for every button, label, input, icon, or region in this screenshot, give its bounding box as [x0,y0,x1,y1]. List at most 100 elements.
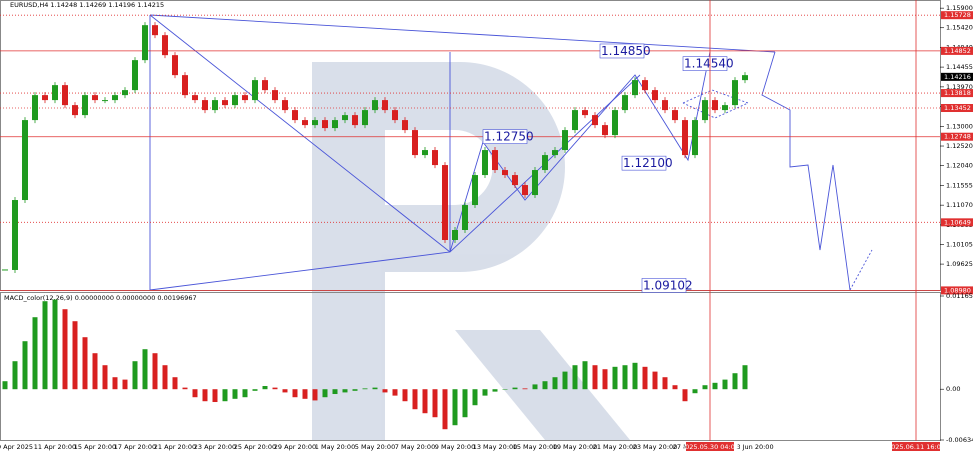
candle [242,95,248,101]
candle [542,155,548,171]
x-tick-label: 3 Jun 20:00 [736,443,773,451]
macd-bar [362,388,368,390]
macd-bar [572,365,578,390]
x-tick-label: 15 Apr 20:00 [74,443,116,451]
candle [282,100,288,111]
candle [442,165,448,240]
macd-bar [742,365,748,390]
candle [182,75,188,96]
macd-bar [242,389,248,398]
macd-bar [542,381,548,390]
x-tick-label: 15 May 20:00 [513,443,558,451]
macd-bar [272,387,278,390]
candle [482,150,488,176]
candle [472,175,478,206]
x-tick-label: 17 Apr 20:00 [114,443,156,451]
candle [552,150,558,156]
macd-bar [312,389,318,401]
macd-bar [482,389,488,396]
macd-bar [732,373,738,390]
macd-bar [682,389,688,402]
candle [582,110,588,116]
macd-bar [72,321,78,390]
candle [332,120,338,129]
price-tag [941,11,973,20]
y-tick-label: 1.09625 [946,260,973,268]
candle [42,95,48,101]
macd-bar [382,389,388,393]
candle [672,110,678,121]
macd-bar [202,389,208,402]
macd-bar [52,299,58,390]
macd-bar [292,389,298,398]
macd-bar [32,317,38,390]
candle [732,80,738,106]
x-tick-label: 29 Apr 20:00 [274,443,316,451]
macd-bar [702,385,708,390]
analysis-lines [149,14,873,291]
macd-bar [642,366,648,390]
macd-bar [222,389,228,402]
candle [172,55,178,76]
time-marker-label: 2025.05.30 04:00 [681,443,739,451]
macd-bar [612,366,618,390]
macd-bar [2,381,8,390]
macd-bar [342,389,348,393]
macd-bar [332,389,338,395]
y-tick-label: 1.12040 [946,162,973,170]
macd-bar [192,389,198,398]
macd-bar [402,389,408,402]
x-tick-label: 9 Apr 2025 [0,443,33,451]
macd-bar [282,389,288,393]
y-tick-label: 0.00 [946,385,960,393]
time-marker-label: 2025.06.11 16:00 [887,443,945,451]
macd-bar [652,371,658,390]
macd-bar [92,353,98,390]
macd-bar [582,361,588,390]
macd-bar [592,365,598,390]
candle [102,100,108,102]
macd-bar [452,389,458,426]
candle [272,90,278,101]
candle [502,170,508,176]
y-tick-label: 1.15900 [946,4,973,12]
macd-bar [622,365,628,390]
macd-bar [132,361,138,390]
candle [462,205,468,231]
last-price-label: 1.14216 [944,73,971,81]
candle [412,130,418,156]
candle [132,60,138,91]
forecast-line [761,51,851,291]
candle [572,110,578,131]
x-tick-label: 11 Apr 20:00 [34,443,76,451]
candle [682,120,688,156]
candle [522,185,528,196]
macd-bar [322,389,328,398]
macd-bar [602,369,608,390]
macd-bar [102,365,108,390]
candle [592,115,598,126]
x-tick-label: 13 May 20:00 [473,443,518,451]
macd-bar [722,379,728,390]
price-tag [941,286,973,295]
macd-bar [492,389,498,392]
macd-bar [62,309,68,390]
x-tick-label: 21 Apr 20:00 [154,443,196,451]
x-tick-label: 23 Apr 20:00 [194,443,236,451]
macd-bar [712,382,718,390]
macd-bar [662,377,668,390]
macd-bar [692,389,698,394]
y-tick-label: 1.10105 [946,241,973,249]
macd-bar [552,377,558,390]
candle [72,105,78,116]
candle [252,80,258,101]
macd-bar [152,353,158,390]
candle [322,120,328,129]
time-marker-tag [686,442,734,451]
candle [62,85,68,106]
candle [512,175,518,186]
macd-bar [522,388,528,390]
x-tick-label: 7 May 20:00 [395,443,435,451]
candle [2,269,8,271]
